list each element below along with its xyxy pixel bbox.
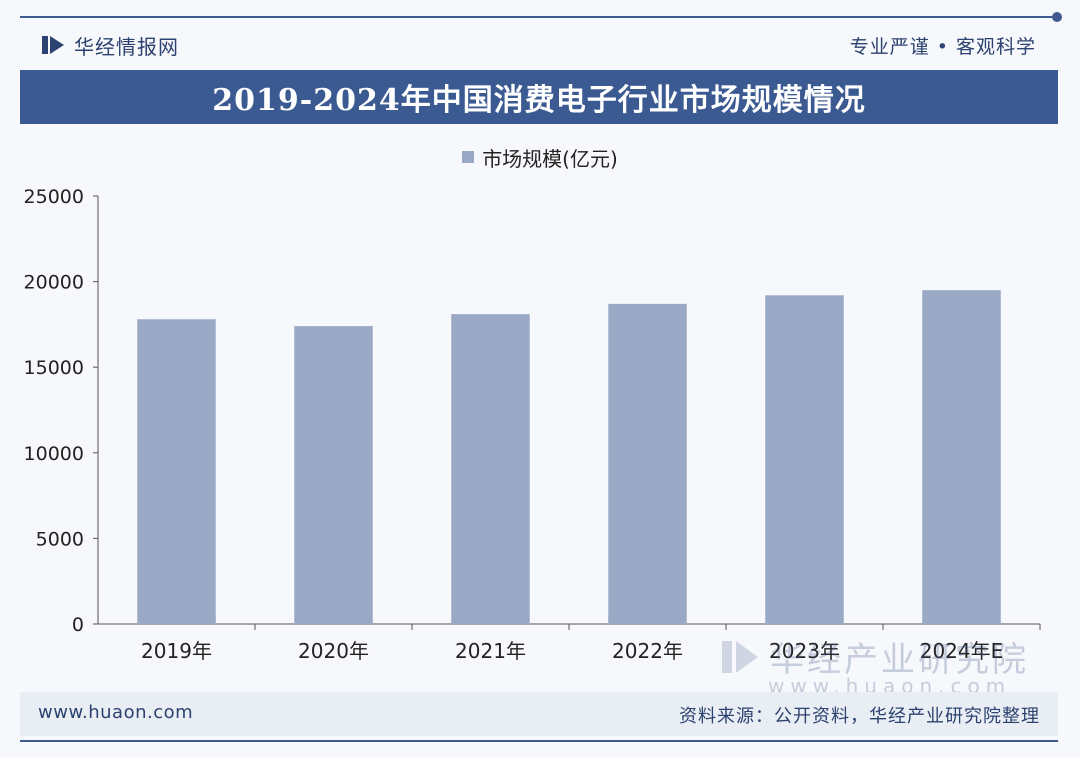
x-tick-label: 2021年 [455,639,526,663]
legend-label: 市场规模(亿元) [482,146,618,171]
bar-2020年 [294,326,373,624]
bottom-rule [20,740,1058,742]
chart-title: 2019-2024年中国消费电子行业市场规模情况 [212,83,866,118]
y-tick-label: 15000 [24,357,84,379]
y-tick-label: 0 [72,614,84,636]
title-bar: 2019-2024年中国消费电子行业市场规模情况 [20,70,1058,124]
brand: 华经情报网 [40,30,179,60]
footer: www.huaon.com 资料来源：公开资料，华经产业研究院整理 [20,692,1058,736]
x-tick-label: 2022年 [612,639,683,663]
legend: 市场规模(亿元) [0,142,1080,172]
y-tick-label: 20000 [24,272,84,294]
brand-name: 华经情报网 [74,34,179,59]
top-rule-dot [1052,12,1062,22]
x-tick-label: 2020年 [298,639,369,663]
bar-2024年E [922,290,1001,624]
y-tick-label: 25000 [24,186,84,208]
y-tick-label: 5000 [36,528,84,550]
slogan: 专业严谨 • 客观科学 [849,35,1036,58]
bar-chart: 0 5000 10000 15000 20000 25000 2019年 2020年 2021年… [24,186,1041,663]
brand-logo-icon [42,36,64,54]
x-tick-label: 2019年 [141,639,212,663]
top-rule [20,16,1058,18]
x-tick-label: 2023年 [769,639,840,663]
footer-url[interactable]: www.huaon.com [38,702,194,723]
bar-2023年 [765,295,844,624]
footer-source: 资料来源：公开资料，华经产业研究院整理 [679,706,1040,727]
legend-swatch [462,151,475,163]
bar-2021年 [451,314,530,624]
bar-2019年 [137,319,216,624]
x-tick-label: 2024年E [920,639,1004,663]
y-tick-label: 10000 [24,443,84,465]
bar-2022年 [608,303,687,624]
